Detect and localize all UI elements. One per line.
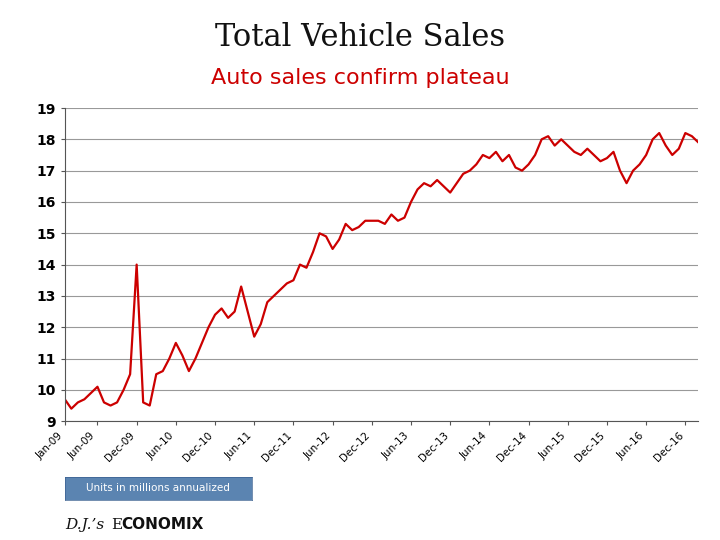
Text: Units in millions annualized: Units in millions annualized <box>86 483 230 493</box>
Text: D.J.’s: D.J.’s <box>65 518 109 532</box>
Text: Auto sales confirm plateau: Auto sales confirm plateau <box>211 68 509 87</box>
Text: CONOMIX: CONOMIX <box>121 517 203 532</box>
Text: Total Vehicle Sales: Total Vehicle Sales <box>215 22 505 52</box>
Text: E: E <box>112 518 122 532</box>
